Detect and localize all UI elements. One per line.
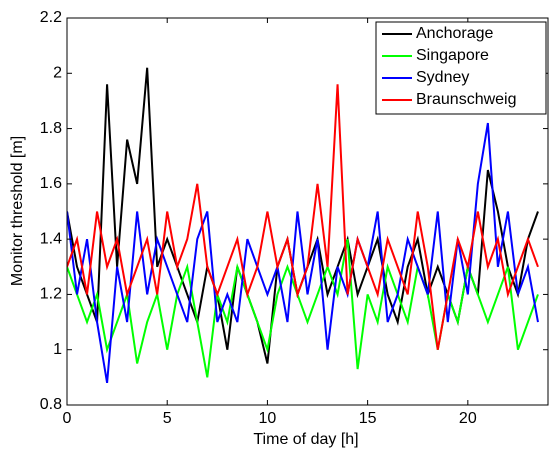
y-axis-label: Monitor threshold [m]	[9, 136, 26, 286]
legend-label: Sydney	[416, 69, 469, 86]
y-tick-label: 1.4	[40, 230, 62, 247]
plot-frame	[66, 17, 549, 406]
legend-label: Singapore	[416, 47, 489, 64]
legend-box	[375, 21, 547, 115]
series-line	[67, 238, 539, 378]
series-line	[67, 122, 539, 384]
x-tick-label: 0	[63, 410, 72, 427]
y-tick-label: 2	[53, 65, 62, 82]
x-tick-label: 5	[163, 410, 172, 427]
x-axis-label: Time of day [h]	[253, 431, 358, 448]
x-tick-label: 10	[259, 410, 277, 427]
legend-label: Braunschweig	[416, 91, 517, 108]
y-tick-label: 1.2	[40, 286, 62, 303]
y-tick-label: 1.8	[40, 120, 62, 137]
y-tick-label: 1	[53, 341, 62, 358]
x-tick-label: 20	[459, 410, 477, 427]
y-tick-label: 0.8	[40, 396, 62, 413]
y-tick-label: 2.2	[40, 9, 62, 26]
x-tick-label: 15	[359, 410, 377, 427]
series-line	[67, 84, 539, 350]
y-tick-label: 1.6	[40, 175, 62, 192]
legend-label: Anchorage	[416, 25, 493, 42]
